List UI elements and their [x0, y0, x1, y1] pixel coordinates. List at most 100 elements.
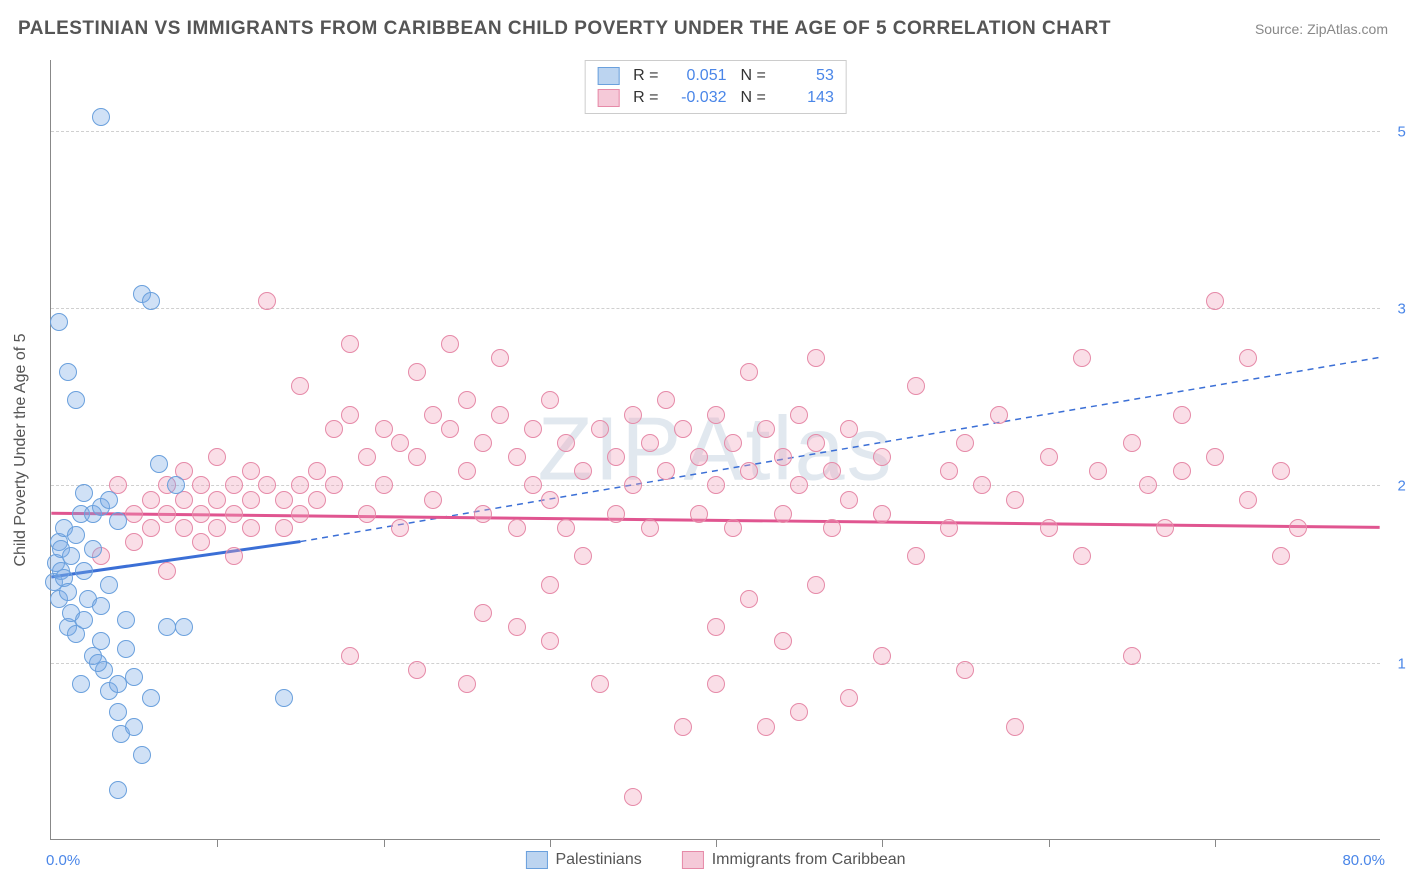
data-point — [707, 476, 725, 494]
data-point — [541, 491, 559, 509]
swatch-icon — [525, 851, 547, 869]
data-point — [873, 505, 891, 523]
data-point — [84, 540, 102, 558]
data-point — [125, 718, 143, 736]
data-point — [341, 406, 359, 424]
data-point — [100, 491, 118, 509]
data-point — [940, 519, 958, 537]
xaxis-max-label: 80.0% — [1342, 852, 1385, 869]
data-point — [75, 611, 93, 629]
data-point — [242, 462, 260, 480]
legend-item-palestinians: Palestinians — [525, 851, 641, 869]
yaxis-tick-label: 37.5% — [1385, 301, 1406, 318]
data-point — [150, 455, 168, 473]
data-point — [62, 547, 80, 565]
data-point — [258, 292, 276, 310]
data-point — [740, 590, 758, 608]
swatch-palestinians — [597, 67, 619, 85]
data-point — [1272, 462, 1290, 480]
data-point — [125, 533, 143, 551]
swatch-caribbean — [597, 89, 619, 107]
data-point — [524, 476, 542, 494]
data-point — [175, 519, 193, 537]
data-point — [873, 647, 891, 665]
gridline: 37.5% — [51, 308, 1380, 309]
data-point — [557, 519, 575, 537]
data-point — [557, 434, 575, 452]
data-point — [142, 519, 160, 537]
data-point — [291, 377, 309, 395]
data-point — [740, 462, 758, 480]
data-point — [441, 335, 459, 353]
data-point — [125, 668, 143, 686]
data-point — [142, 491, 160, 509]
yaxis-title: Child Poverty Under the Age of 5 — [12, 333, 30, 566]
data-point — [690, 448, 708, 466]
data-point — [724, 519, 742, 537]
data-point — [358, 448, 376, 466]
yaxis-tick-label: 12.5% — [1385, 655, 1406, 672]
data-point — [524, 420, 542, 438]
data-point — [591, 675, 609, 693]
data-point — [125, 505, 143, 523]
data-point — [956, 661, 974, 679]
data-point — [607, 448, 625, 466]
data-point — [109, 512, 127, 530]
data-point — [774, 632, 792, 650]
data-point — [391, 434, 409, 452]
data-point — [59, 363, 77, 381]
data-point — [1006, 491, 1024, 509]
data-point — [740, 363, 758, 381]
data-point — [541, 632, 559, 650]
data-point — [790, 406, 808, 424]
data-point — [225, 476, 243, 494]
data-point — [109, 703, 127, 721]
data-point — [275, 491, 293, 509]
data-point — [1206, 448, 1224, 466]
data-point — [458, 391, 476, 409]
data-point — [192, 533, 210, 551]
data-point — [75, 484, 93, 502]
data-point — [491, 349, 509, 367]
data-point — [774, 505, 792, 523]
data-point — [225, 505, 243, 523]
data-point — [325, 476, 343, 494]
data-point — [541, 391, 559, 409]
data-point — [192, 476, 210, 494]
data-point — [109, 781, 127, 799]
legend-series: Palestinians Immigrants from Caribbean — [525, 851, 905, 869]
data-point — [823, 519, 841, 537]
gridline: 50.0% — [51, 131, 1380, 132]
data-point — [707, 675, 725, 693]
data-point — [807, 349, 825, 367]
data-point — [158, 505, 176, 523]
data-point — [308, 462, 326, 480]
data-point — [67, 526, 85, 544]
data-point — [1239, 491, 1257, 509]
data-point — [624, 406, 642, 424]
title-bar: PALESTINIAN VS IMMIGRANTS FROM CARIBBEAN… — [18, 18, 1388, 40]
data-point — [1272, 547, 1290, 565]
data-point — [690, 505, 708, 523]
data-point — [607, 505, 625, 523]
data-point — [142, 292, 160, 310]
data-point — [291, 476, 309, 494]
data-point — [474, 505, 492, 523]
data-point — [807, 434, 825, 452]
data-point — [541, 576, 559, 594]
data-point — [341, 647, 359, 665]
legend-item-caribbean: Immigrants from Caribbean — [682, 851, 906, 869]
data-point — [208, 491, 226, 509]
yaxis-tick-label: 50.0% — [1385, 123, 1406, 140]
data-point — [275, 689, 293, 707]
data-point — [225, 547, 243, 565]
xaxis-tick — [217, 839, 218, 847]
data-point — [907, 547, 925, 565]
chart-title: PALESTINIAN VS IMMIGRANTS FROM CARIBBEAN… — [18, 18, 1111, 40]
data-point — [109, 675, 127, 693]
data-point — [1139, 476, 1157, 494]
data-point — [774, 448, 792, 466]
data-point — [208, 519, 226, 537]
data-point — [117, 640, 135, 658]
data-point — [458, 675, 476, 693]
